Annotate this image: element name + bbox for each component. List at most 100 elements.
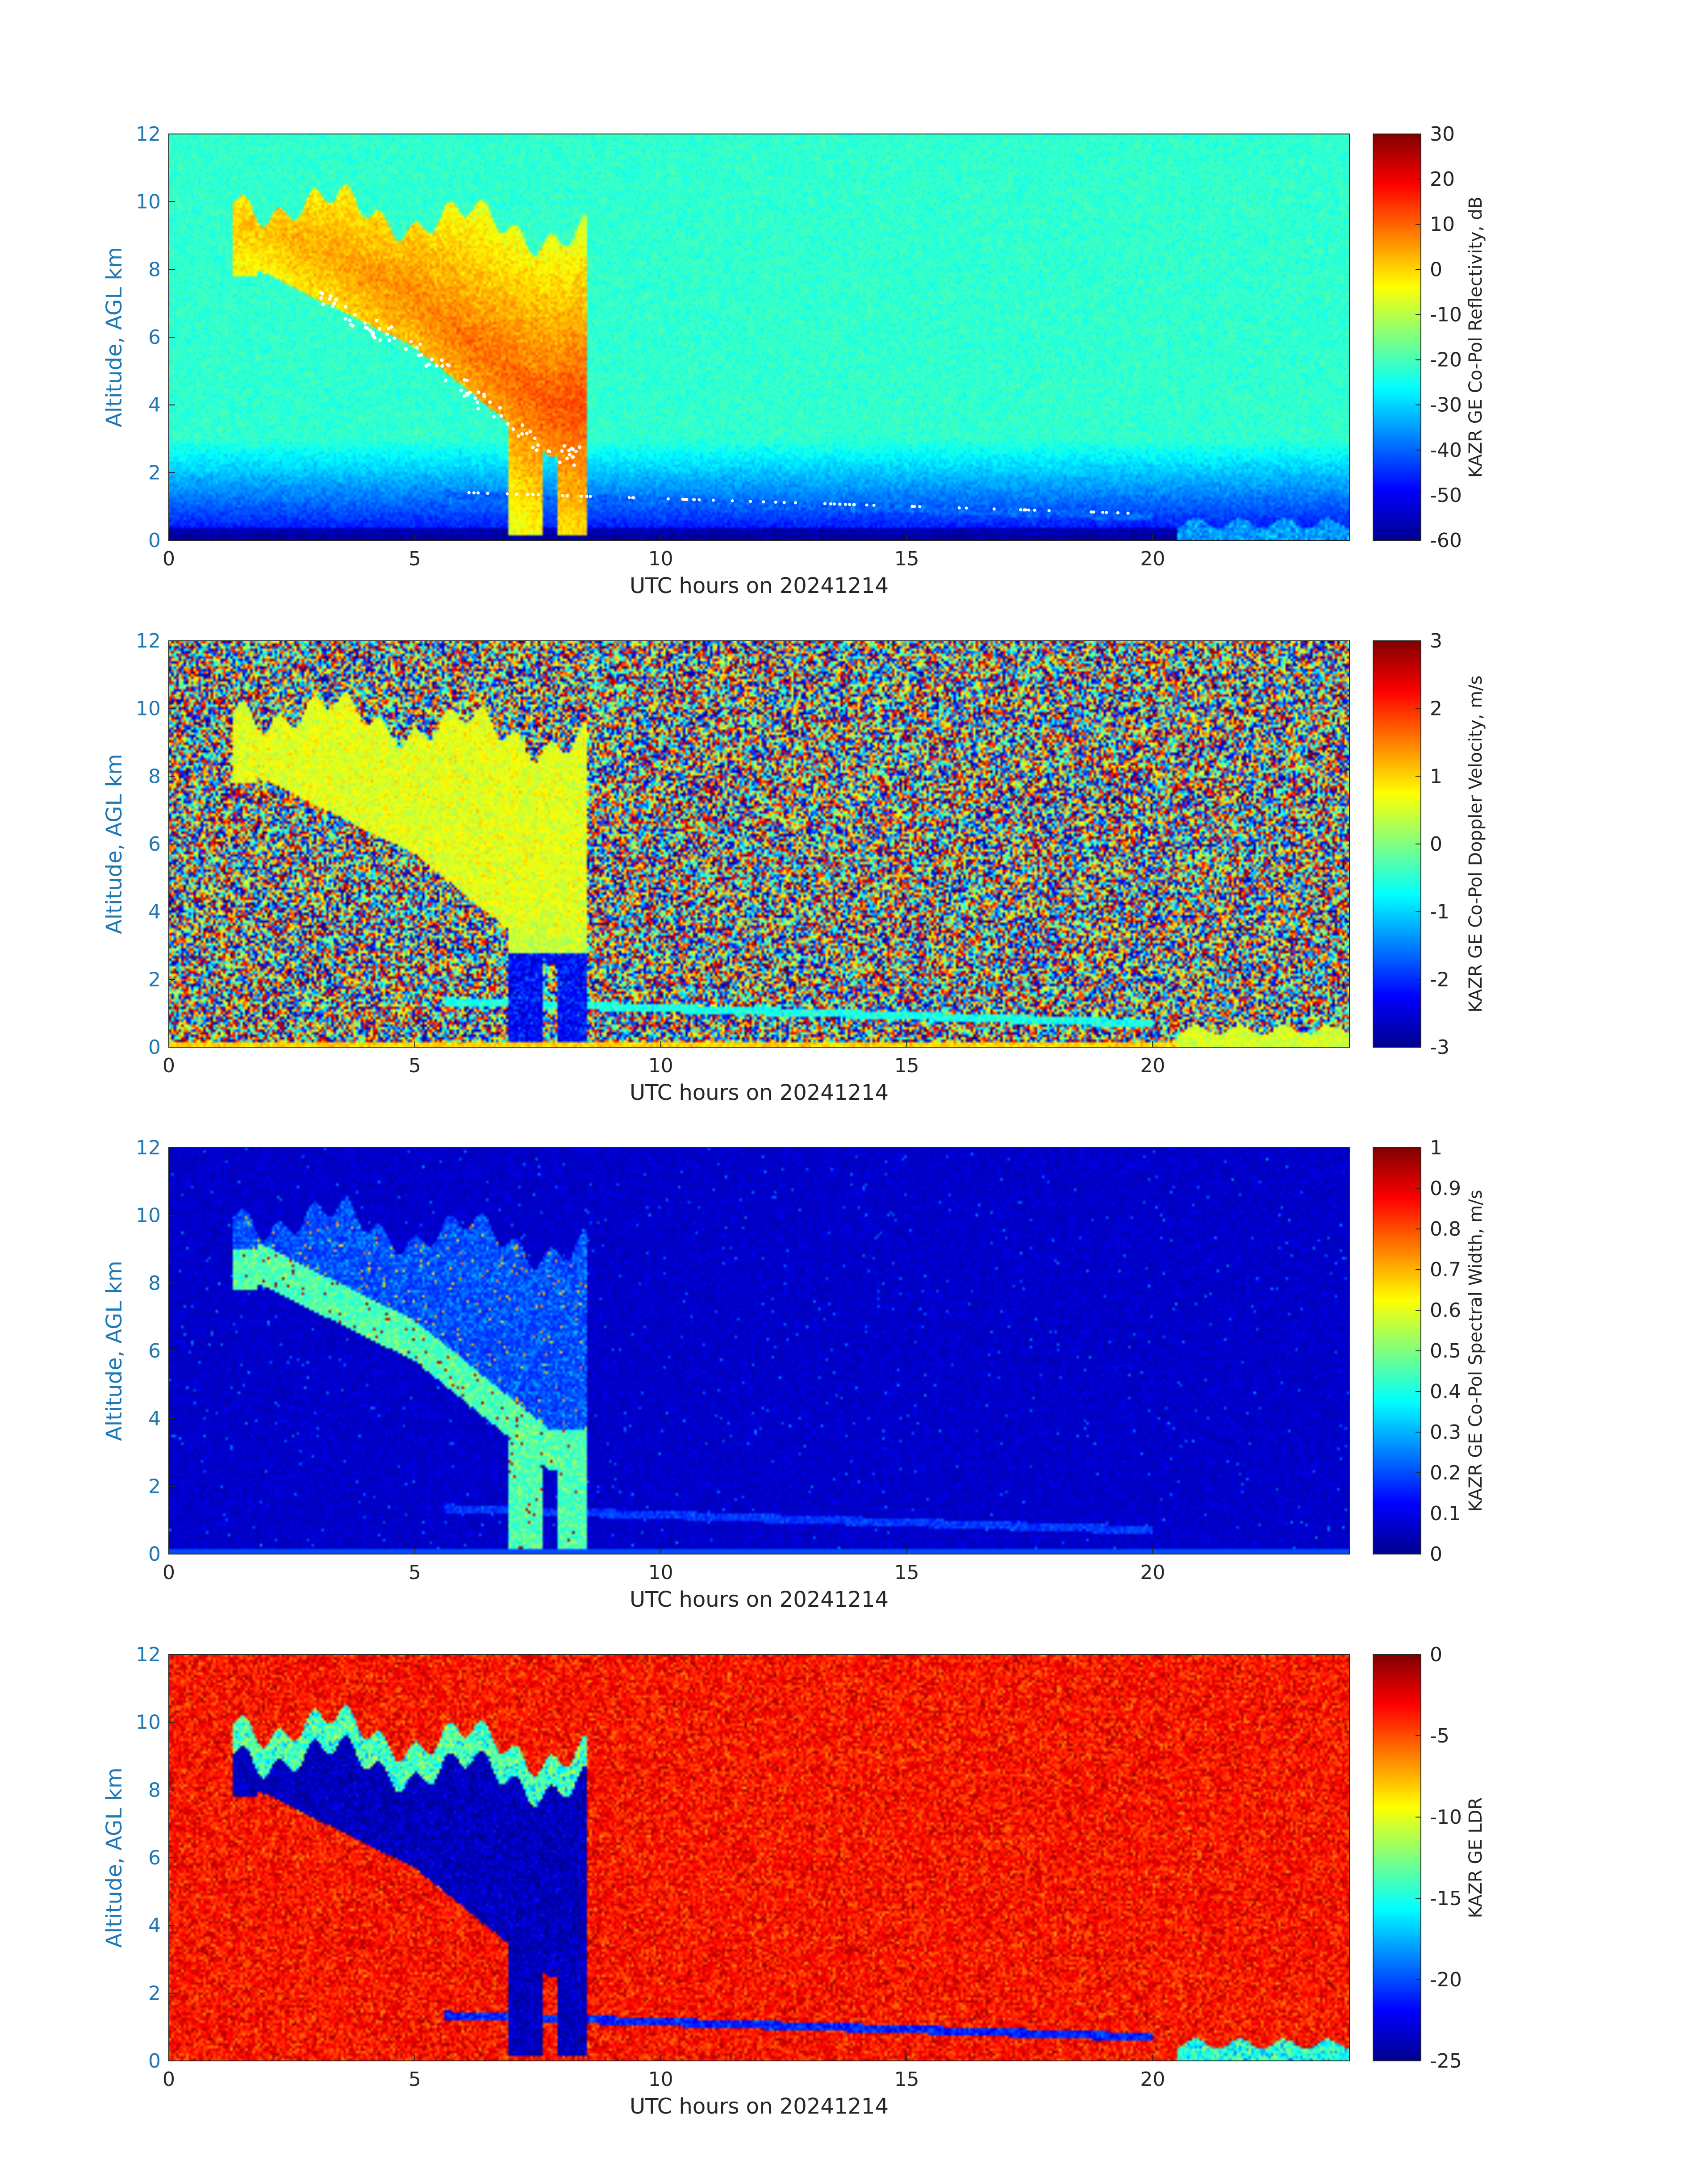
low-layer-point — [1047, 509, 1051, 512]
low-layer-point — [1105, 511, 1108, 514]
cloud-base-point — [348, 318, 352, 322]
low-layer-point — [918, 505, 922, 508]
cloud-base-point — [536, 443, 540, 447]
low-layer-point — [833, 502, 836, 506]
cloud-base-point — [353, 313, 357, 317]
colorbar-tick-label: -1 — [1430, 901, 1449, 923]
colorbar-tick-label: 10 — [1430, 213, 1455, 236]
low-layer-point — [844, 502, 847, 506]
heatmap-image — [169, 134, 1349, 540]
x-tick-label: 10 — [648, 2068, 673, 2091]
cloud-base-point — [465, 378, 469, 382]
low-layer-point — [505, 492, 509, 496]
y-tick-label: 10 — [136, 191, 161, 213]
colorbar-label: KAZR GE Co-Pol Doppler Velocity, m/s — [1466, 676, 1486, 1013]
cloud-base-point — [440, 358, 444, 362]
cloud-base-point — [520, 432, 524, 436]
x-tick-label: 20 — [1140, 1561, 1165, 1584]
cloud-base-point — [500, 414, 504, 418]
cloud-base-point — [521, 423, 524, 427]
y-tick-label: 4 — [148, 1914, 161, 1937]
cloud-base-point — [427, 363, 431, 367]
cloud-base-point — [565, 456, 569, 460]
x-tick-label: 5 — [409, 547, 421, 570]
colorbar-tick-label: -5 — [1430, 1725, 1449, 1747]
y-tick-label: 6 — [148, 833, 161, 856]
colorbar-tick-label: 1 — [1430, 1137, 1442, 1159]
cloud-base-point — [466, 393, 470, 397]
y-tick-label: 6 — [148, 1340, 161, 1362]
colorbar-tick-label: -15 — [1430, 1887, 1462, 1910]
y-tick-label: 2 — [148, 1982, 161, 2005]
cloud-base-point — [321, 302, 325, 306]
colorbar-tick-label: 20 — [1430, 168, 1455, 191]
colorbar-tick-label: 2 — [1430, 698, 1442, 720]
cloud-base-point — [378, 338, 382, 342]
low-layer-point — [1092, 510, 1095, 514]
cloud-base-point — [488, 400, 492, 404]
colorbar-tick-label: 0 — [1430, 1643, 1442, 1666]
low-layer-point — [794, 501, 798, 505]
cloud-base-point — [393, 336, 397, 340]
low-layer-point — [823, 502, 827, 506]
x-tick-label: 0 — [163, 1054, 175, 1077]
cloud-base-point — [568, 453, 572, 457]
cloud-base-point — [531, 446, 535, 450]
cloud-base-point — [511, 427, 515, 431]
low-layer-point — [913, 505, 916, 508]
cloud-base-point — [329, 294, 333, 298]
low-layer-point — [666, 497, 670, 501]
colorbar-label: KAZR GE LDR — [1466, 1797, 1486, 1918]
low-layer-point — [749, 500, 752, 503]
cloud-base-point — [377, 327, 381, 331]
cloud-base-point — [319, 291, 323, 295]
y-tick-label: 0 — [148, 1543, 161, 1566]
x-axis-label: UTC hours on 20241214 — [630, 2094, 889, 2119]
cloud-base-point — [351, 324, 355, 328]
x-tick-label: 0 — [163, 547, 175, 570]
cloud-base-point — [343, 317, 347, 321]
low-layer-point — [838, 502, 842, 506]
y-tick-label: 0 — [148, 2050, 161, 2073]
low-layer-point — [957, 506, 961, 510]
cloud-base-point — [419, 353, 423, 357]
low-layer-point — [782, 501, 786, 504]
y-tick-label: 8 — [148, 1272, 161, 1295]
colorbar-tick-label: -50 — [1430, 484, 1462, 507]
low-layer-point — [472, 491, 476, 495]
y-tick-label: 2 — [148, 461, 161, 484]
low-layer-point — [1116, 511, 1119, 514]
x-tick-label: 5 — [409, 1561, 421, 1584]
y-tick-label: 4 — [148, 901, 161, 923]
low-layer-point — [693, 498, 696, 501]
cloud-base-point — [332, 301, 336, 305]
x-axis-label: UTC hours on 20241214 — [630, 1080, 889, 1105]
colorbar-tick-label: 0.8 — [1430, 1218, 1461, 1241]
cloud-base-point — [567, 448, 571, 452]
low-layer-point — [683, 497, 687, 501]
y-axis-label: Altitude, AGL km — [102, 247, 127, 427]
cloud-base-point — [506, 422, 510, 426]
cloud-base-point — [364, 326, 368, 330]
low-layer-point — [965, 506, 968, 510]
low-layer-point — [852, 503, 856, 506]
cloud-base-point — [462, 394, 466, 398]
low-layer-point — [992, 507, 996, 511]
colorbar-tick-label: 0 — [1430, 833, 1442, 856]
y-tick-label: 10 — [136, 1204, 161, 1227]
cloud-base-point — [476, 406, 480, 410]
y-tick-label: 8 — [148, 1779, 161, 1801]
y-tick-label: 2 — [148, 968, 161, 991]
cloud-base-point — [492, 414, 496, 418]
cloud-base-point — [387, 327, 391, 331]
colorbar-tick-label: -10 — [1430, 1806, 1462, 1829]
x-tick-label: 10 — [648, 1054, 673, 1077]
low-layer-point — [731, 499, 734, 502]
low-layer-point — [537, 493, 540, 497]
cloud-base-point — [468, 390, 472, 394]
low-layer-point — [531, 493, 535, 497]
low-layer-point — [585, 494, 589, 498]
colorbar-tick-label: -20 — [1430, 349, 1462, 372]
colorbar-tick-label: 0.7 — [1430, 1258, 1461, 1281]
x-tick-label: 20 — [1140, 547, 1165, 570]
